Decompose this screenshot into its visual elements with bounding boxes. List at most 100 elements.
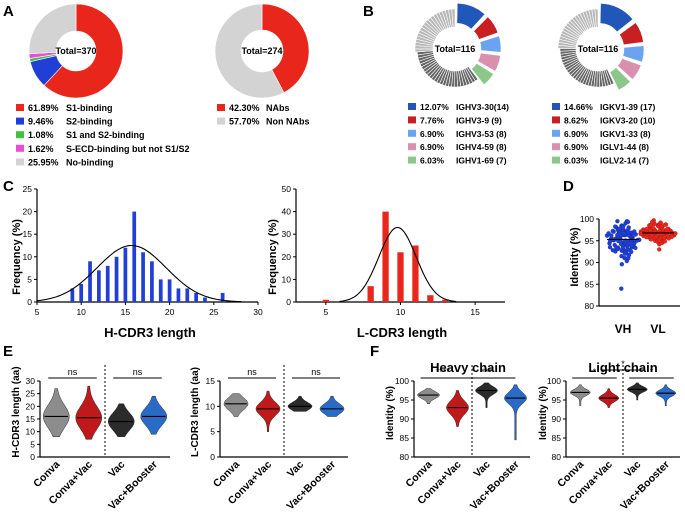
y-tick-label: 25: [26, 389, 36, 399]
y-tick-label: 100: [547, 376, 561, 386]
fit-curve: [36, 244, 242, 303]
data-point: [610, 229, 616, 234]
x-category-label: Vac: [471, 459, 492, 480]
legend-percent: 1.62%: [28, 144, 54, 154]
significance-label: *: [621, 359, 625, 369]
legend-label: Non NAbs: [266, 117, 310, 127]
pie-slice: [471, 63, 494, 85]
y-tick-label: 80: [585, 301, 595, 311]
y-tick-label: 20: [23, 207, 33, 217]
y-tick-label: 10: [206, 401, 216, 411]
axis-title-y: Identity (%): [569, 227, 581, 287]
violin-shape: [655, 384, 677, 406]
significance-label: *: [650, 367, 654, 377]
violin-shape: [570, 384, 591, 406]
data-point: [649, 219, 655, 225]
pie-slice: [477, 52, 501, 72]
data-point: [647, 227, 653, 233]
bar: [132, 211, 137, 302]
axis-title-y: Identity (%): [538, 386, 549, 440]
y-tick-label: 20: [282, 252, 292, 262]
bar: [88, 261, 92, 302]
x-tick-label: 20: [165, 307, 175, 317]
data-point: [661, 235, 667, 240]
pie-center-label: Total=274: [241, 46, 282, 56]
y-tick-label: 5: [27, 274, 32, 284]
y-tick-label: 85: [552, 433, 562, 443]
y-tick-label: 85: [585, 279, 595, 289]
violin-shape: [43, 388, 70, 437]
bar: [176, 288, 181, 302]
y-tick-label: 0: [286, 297, 291, 307]
pie-slice: [28, 3, 77, 55]
legend-swatch: [408, 143, 416, 151]
legend-percent: 1.08%: [28, 130, 54, 140]
data-point: [619, 262, 625, 267]
legend-swatch: [408, 116, 416, 124]
pie-slice: [451, 8, 456, 28]
violin-shape: [140, 395, 167, 435]
legend-percent: 6.90%: [420, 129, 445, 139]
y-tick-label: 15: [23, 229, 33, 239]
legend-swatch: [552, 143, 560, 151]
x-tick-label: 25: [209, 307, 219, 317]
panel-label-e: E: [3, 343, 13, 360]
bar: [382, 211, 389, 302]
pie-chart-binding: [28, 3, 124, 99]
legend-label: S-ECD-binding but not S1/S2: [66, 144, 190, 154]
legend-swatch: [552, 103, 560, 110]
y-tick-label: 15: [26, 414, 36, 424]
data-point: [631, 229, 637, 234]
legend-percent: 9.46%: [28, 117, 54, 127]
legend-label: IGHV3-53 (8): [456, 129, 507, 139]
pie-center-label: Total=370: [55, 46, 96, 56]
violin-shape: [75, 385, 102, 440]
legend-percent: 25.95%: [28, 157, 59, 167]
legend-vl-genes: 14.66% IGKV1-39 (17) 8.62% IGKV3-20 (10) 6.9…: [552, 102, 655, 166]
legend-label: S1-binding: [66, 103, 113, 113]
legend-nabs: 42.30% NAbs 57.70% Non NAbs: [217, 103, 310, 127]
x-category-label: Conva: [211, 459, 242, 490]
legend-label: IGKV3-20 (10): [600, 115, 655, 125]
legend-label: IGLV1-44 (8): [600, 142, 649, 152]
x-category-label: Conva: [31, 459, 62, 490]
legend-swatch: [552, 156, 560, 164]
panel-label-d: D: [563, 178, 574, 195]
pie-slice: [622, 45, 645, 63]
legend-swatch: [217, 117, 225, 125]
legend-vh-genes: 12.07% IGHV3-30(14) 7.76% IGHV3-9 (9) 6.90% I…: [408, 102, 509, 166]
bar: [367, 286, 374, 302]
significance-label: ns: [133, 367, 143, 377]
pie-chart-nabs: [214, 3, 310, 99]
violin-shape: [446, 390, 469, 427]
violin-shape: [475, 382, 498, 408]
y-tick-label: 100: [580, 214, 594, 224]
pie-slice: [617, 58, 642, 80]
data-point: [628, 240, 634, 246]
legend-label: IGHV1-69 (7): [456, 156, 507, 166]
legend-label: IGLV2-14 (7): [600, 156, 649, 166]
y-tick-label: 30: [26, 376, 36, 386]
data-point: [612, 224, 618, 229]
bar: [105, 265, 110, 302]
legend-label: IGKV1-39 (17): [600, 102, 655, 112]
bar: [427, 295, 434, 302]
panel-label-b: B: [363, 3, 374, 20]
data-point: [615, 218, 620, 224]
axis-title-y: Frequency (%): [267, 219, 279, 295]
pie-slice: [43, 3, 124, 99]
bar: [150, 261, 154, 302]
legend-percent: 57.70%: [229, 117, 260, 127]
axis-title-x: L-CDR3 length: [357, 325, 447, 340]
data-point: [662, 222, 668, 228]
data-point: [624, 258, 630, 264]
data-point: [619, 253, 624, 259]
legend-swatch: [552, 116, 560, 124]
legend-swatch: [16, 131, 24, 139]
panel-label-a: A: [3, 3, 14, 20]
significance-label: ns: [311, 367, 321, 377]
legend-binding: 61.89% S1-binding 9.46% S2-binding 1.08% S1 a…: [16, 103, 190, 167]
